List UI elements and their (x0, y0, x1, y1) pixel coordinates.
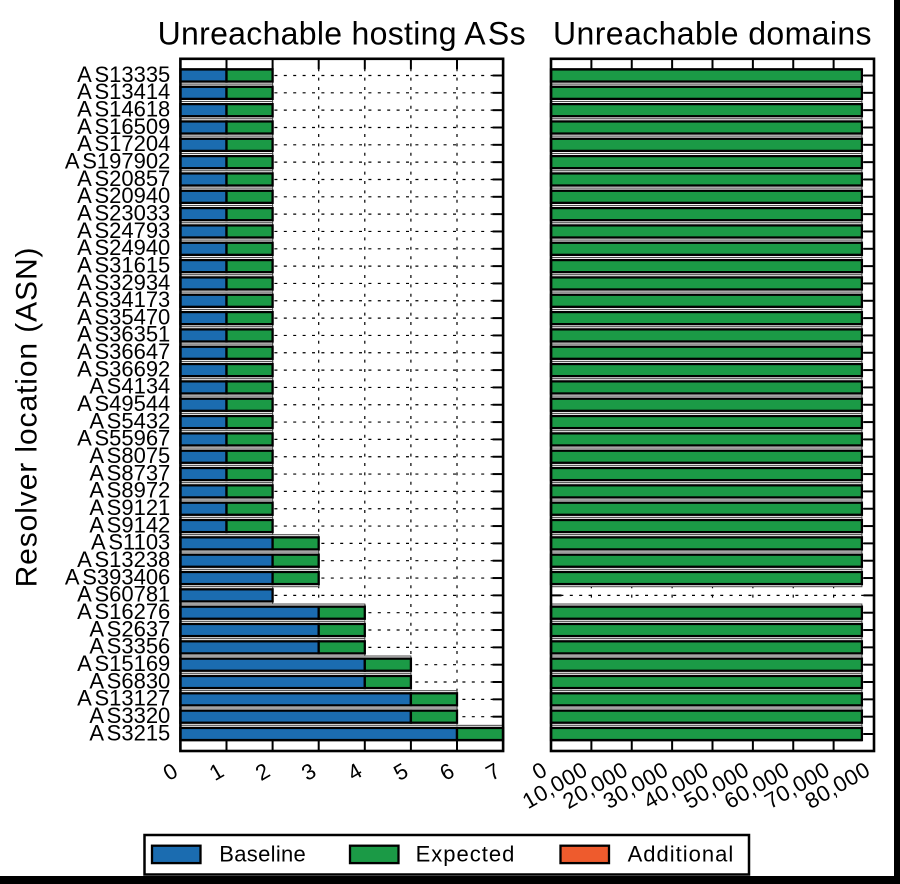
svg-text:Additional: Additional (628, 841, 735, 866)
svg-text:Resolver location (ASN): Resolver location (ASN) (11, 247, 44, 588)
svg-text:Unreachable domains: Unreachable domains (553, 16, 872, 52)
svg-text:Expected: Expected (416, 841, 516, 866)
svg-text:Unreachable hosting ASs: Unreachable hosting ASs (158, 16, 526, 52)
svg-text:Baseline: Baseline (219, 841, 306, 866)
